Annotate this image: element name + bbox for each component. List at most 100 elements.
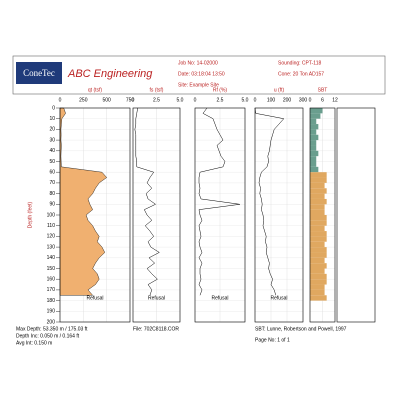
x-tick-label: 5.0 bbox=[242, 97, 249, 103]
depth-tick-label: 190 bbox=[47, 309, 56, 315]
x-tick-label: 250 bbox=[79, 97, 88, 103]
avg-int: Avg Int: 0.150 m bbox=[16, 340, 52, 346]
date: Date: 03:18:04 13:50 bbox=[178, 71, 225, 77]
sbt-bar bbox=[310, 129, 317, 135]
sbt-bar bbox=[310, 247, 327, 253]
sbt-bar bbox=[310, 273, 327, 280]
sbt-bar bbox=[310, 188, 327, 194]
report-title: ABC Engineering bbox=[67, 68, 153, 80]
sbt-bar bbox=[310, 236, 327, 242]
panel-title: u (ft) bbox=[274, 87, 285, 93]
x-tick-label: 5.0 bbox=[177, 97, 184, 103]
panel-frame bbox=[309, 107, 336, 323]
depth-tick-label: 160 bbox=[47, 277, 56, 283]
depth-tick-label: 0 bbox=[52, 105, 55, 111]
sbt-bar bbox=[310, 134, 319, 141]
x-tick-label: 6 bbox=[321, 97, 324, 103]
sbt-bar bbox=[310, 241, 325, 248]
refusal-label: Refusal bbox=[87, 296, 104, 302]
sbt-bar bbox=[310, 284, 325, 290]
sbt-bar bbox=[310, 220, 327, 226]
x-tick-label: 300 bbox=[299, 97, 308, 103]
x-tick-label: 12 bbox=[332, 97, 338, 103]
sbt-bar bbox=[310, 279, 327, 285]
sbt-bar bbox=[310, 289, 325, 296]
sbt-bar bbox=[310, 140, 317, 146]
depth-tick-label: 60 bbox=[49, 170, 55, 176]
sbt-bar bbox=[310, 209, 325, 215]
profile-line bbox=[198, 107, 241, 296]
sbt-bar bbox=[310, 118, 317, 125]
sbt-bar bbox=[310, 124, 319, 130]
depth-tick-label: 90 bbox=[49, 202, 55, 208]
depth-tick-label: 140 bbox=[47, 255, 56, 261]
sbt-bar bbox=[310, 108, 323, 114]
depth-tick-label: 110 bbox=[47, 223, 55, 229]
sbt-bar bbox=[310, 257, 325, 264]
sbt-bar bbox=[310, 166, 319, 173]
depth-tick-label: 40 bbox=[49, 148, 55, 154]
depth-tick-label: 30 bbox=[49, 137, 55, 143]
depth-tick-label: 20 bbox=[49, 127, 55, 133]
refusal-label: Refusal bbox=[212, 296, 229, 302]
sbt-bar bbox=[310, 215, 327, 221]
depth-tick-label: 100 bbox=[47, 212, 56, 218]
sbt-bar bbox=[310, 113, 321, 119]
depth-tick-label: 50 bbox=[49, 159, 55, 165]
depth-tick-label: 10 bbox=[49, 116, 55, 122]
x-tick-label: 0 bbox=[254, 97, 257, 103]
sbt-bar bbox=[310, 263, 327, 269]
logo-box bbox=[16, 62, 62, 84]
sbt-bar bbox=[310, 182, 325, 189]
panel-frame bbox=[132, 107, 181, 323]
panel-frame bbox=[194, 107, 246, 323]
x-tick-label: 0 bbox=[132, 97, 135, 103]
depth-tick-label: 70 bbox=[49, 180, 55, 186]
sbt-bar bbox=[310, 231, 327, 237]
x-tick-label: 0 bbox=[59, 97, 62, 103]
cone: Cone: 20 Ton AD157 bbox=[278, 71, 324, 77]
sounding: Sounding: CPT-118 bbox=[278, 60, 321, 66]
panel-title: fs (tsf) bbox=[150, 87, 164, 93]
sbt-bar bbox=[310, 161, 317, 167]
sbt-bar bbox=[310, 295, 327, 301]
panel-frame bbox=[254, 107, 304, 323]
profile-line bbox=[254, 107, 285, 296]
depth-tick-label: 130 bbox=[47, 244, 56, 250]
sbt-bar bbox=[310, 198, 327, 205]
x-tick-label: 500 bbox=[102, 97, 111, 103]
sbt-bar bbox=[310, 172, 327, 178]
x-tick-label: 2.5 bbox=[217, 97, 224, 103]
panel-title: qt (tsf) bbox=[88, 87, 103, 93]
x-tick-label: 0 bbox=[309, 97, 312, 103]
sbt-bar bbox=[310, 177, 327, 183]
sbt-bar bbox=[310, 252, 327, 258]
refusal-label: Refusal bbox=[271, 296, 288, 302]
page-no: Page No: 1 of 1 bbox=[255, 337, 290, 343]
x-tick-label: 100 bbox=[267, 97, 276, 103]
depth-tick-label: 200 bbox=[47, 319, 56, 325]
site: Site: Example Site bbox=[178, 82, 219, 88]
sbt-bar bbox=[310, 204, 325, 210]
panel-title: Rf (%) bbox=[213, 87, 228, 93]
qt-area bbox=[59, 107, 107, 296]
panel-frame bbox=[59, 107, 131, 323]
logo: ConeTec bbox=[23, 68, 55, 78]
sbt-ref: SBT: Lunne, Robertson and Powell, 1997 bbox=[255, 326, 347, 332]
header-box bbox=[12, 55, 386, 95]
sbt-bar bbox=[310, 193, 325, 199]
depth-tick-label: 120 bbox=[47, 234, 56, 240]
max-depth: Max Depth: 53.350 m / 175.03 ft bbox=[16, 326, 88, 332]
sbt-bar bbox=[310, 225, 325, 232]
sbt-bar bbox=[310, 156, 317, 162]
depth-tick-label: 150 bbox=[47, 266, 56, 272]
x-tick-label: 200 bbox=[283, 97, 292, 103]
panel-title: SBT bbox=[318, 87, 328, 93]
depth-tick-label: 180 bbox=[47, 298, 56, 304]
depth-inc: Depth Inc: 0.050 m / 0.164 ft bbox=[16, 333, 80, 339]
sbt-bar bbox=[310, 150, 319, 157]
depth-tick-label: 170 bbox=[47, 287, 56, 293]
profile-line bbox=[134, 107, 160, 296]
sbt-bar bbox=[310, 145, 317, 151]
